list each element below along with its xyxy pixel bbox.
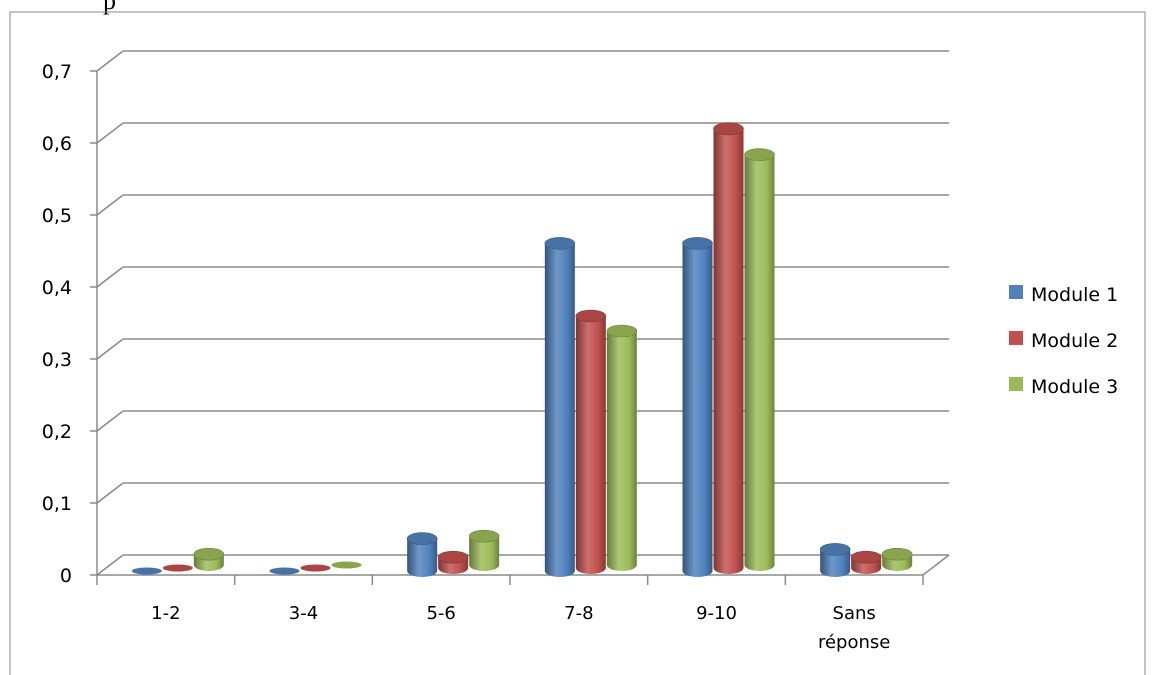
bar	[406, 532, 438, 577]
bar	[819, 543, 851, 577]
gridlines	[96, 50, 949, 576]
bar	[131, 567, 162, 575]
bar	[300, 564, 331, 572]
legend-swatch	[1009, 377, 1023, 391]
bars	[131, 122, 913, 577]
bar	[544, 237, 576, 577]
x-tick-label: 5-6	[426, 603, 455, 624]
gridline	[96, 122, 949, 144]
y-tick-label: 0,5	[42, 205, 72, 227]
legend-item: Module 2	[1009, 330, 1118, 352]
y-tick-label: 0,2	[42, 421, 72, 443]
bar	[850, 550, 882, 574]
legend-label: Module 2	[1031, 330, 1118, 352]
x-tick-label: Sans réponse	[818, 603, 890, 653]
gridline	[96, 266, 949, 288]
legend-item: Module 3	[1009, 376, 1118, 398]
floor-side-edge	[922, 554, 950, 576]
chart-frame	[9, 11, 1146, 675]
bar	[713, 122, 744, 575]
x-tick-label: 7-8	[564, 603, 593, 624]
y-tick-label: 0,6	[42, 133, 72, 155]
legend: Module 1 Module 2 Module 3	[1009, 284, 1118, 398]
axes	[96, 71, 950, 576]
legend-label: Module 3	[1031, 376, 1118, 398]
gridline	[96, 194, 949, 216]
gridline	[96, 410, 949, 432]
y-tick-label: 0,7	[42, 61, 72, 83]
bar	[269, 567, 300, 575]
bar	[881, 547, 913, 571]
x-tick-label: 3-4	[289, 603, 318, 624]
bar	[575, 309, 607, 574]
top-text-fragment: p	[103, 0, 116, 15]
y-axis-ticks: 0 0,1 0,2 0,3 0,4 0,5 0,6 0,7	[42, 61, 97, 587]
x-tick-label: 1-2	[151, 603, 180, 624]
bar	[162, 564, 193, 572]
legend-swatch	[1009, 285, 1023, 299]
bar	[437, 550, 469, 574]
gridline	[96, 338, 949, 360]
bar	[606, 324, 638, 571]
bar	[682, 237, 713, 577]
legend-item: Module 1	[1009, 284, 1118, 306]
x-axis-ticks: 1-2 3-4 5-6 7-8 9-10 Sans réponse	[96, 575, 924, 653]
y-tick-label: 0,3	[42, 349, 72, 371]
bar	[193, 547, 225, 571]
y-tick-label: 0,4	[42, 277, 72, 299]
y-tick-label: 0,1	[42, 493, 72, 515]
legend-swatch	[1009, 331, 1023, 345]
gridline	[96, 554, 949, 576]
bar	[331, 561, 362, 569]
bar	[744, 148, 775, 571]
gridline	[96, 50, 949, 72]
gridline	[96, 482, 949, 504]
x-tick-label: 9-10	[696, 603, 737, 624]
bar	[468, 529, 500, 571]
legend-label: Module 1	[1031, 284, 1118, 306]
y-tick-label: 0	[60, 565, 72, 587]
